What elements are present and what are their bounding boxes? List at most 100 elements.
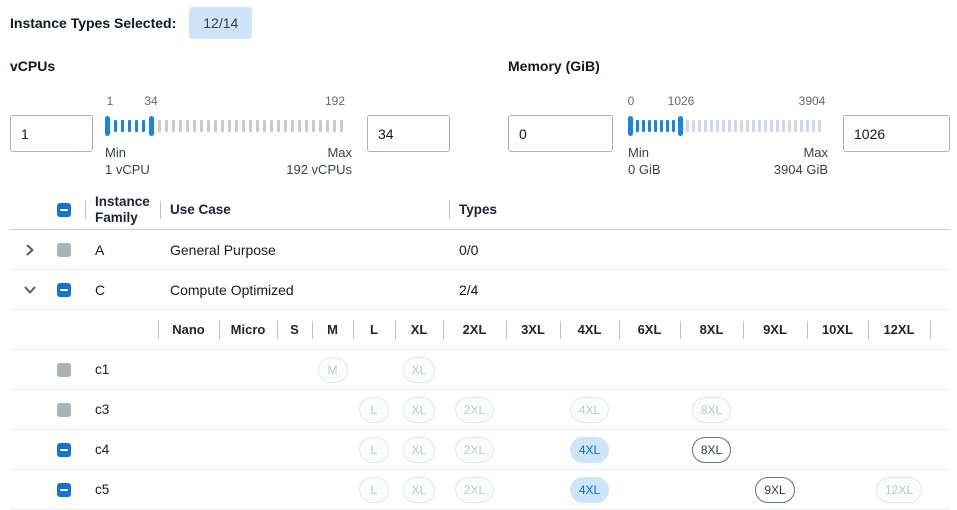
- size-cell-c3-xl: XL: [395, 390, 443, 429]
- memory-slider-handle-max[interactable]: [678, 116, 683, 136]
- vcpus-slider-tick: [277, 120, 280, 132]
- vcpus-minmax: Min 1 vCPU Max 192 vCPUs: [105, 144, 352, 178]
- size-cell-c3-6xl: [619, 390, 680, 429]
- selected-count-bar: Instance Types Selected: 12/14: [10, 7, 253, 39]
- size-column-header-10xl: 10XL: [807, 310, 868, 349]
- size-pill-c4-4xl[interactable]: 4XL: [569, 436, 610, 463]
- size-column-header-l: L: [353, 310, 395, 349]
- size-column-header-xl: XL: [395, 310, 443, 349]
- size-column-header-12xl: 12XL: [868, 310, 930, 349]
- size-cell-c4-s: [277, 430, 312, 469]
- size-column-header-2xl: 2XL: [443, 310, 506, 349]
- family-a-checkbox: [57, 242, 71, 257]
- size-pill-c3-4xl: 4XL: [569, 396, 610, 423]
- memory-slider-tick: [728, 120, 731, 132]
- header-instance-family: Instance Family: [85, 194, 160, 226]
- memory-slider-tick: [770, 120, 773, 132]
- memory-slider-tick: [704, 120, 707, 132]
- size-column-header-m: M: [312, 310, 353, 349]
- chevron-right-icon: [26, 244, 34, 255]
- size-pill-c4-8xl[interactable]: 8XL: [691, 436, 732, 463]
- memory-slider-tick: [800, 120, 803, 132]
- vcpus-slider-tick: [242, 120, 245, 132]
- size-pill-c5-9xl[interactable]: 9XL: [755, 476, 795, 503]
- vcpus-slider-tick: [121, 120, 124, 132]
- memory-max-value: 3904 GiB: [773, 162, 828, 177]
- size-cell-c4-2xl: 2XL: [443, 430, 506, 469]
- vcpus-slider-tick: [291, 120, 294, 132]
- size-cell-c3-nano: [158, 390, 219, 429]
- size-cell-c1-12xl: [868, 350, 930, 389]
- size-column-label: 6XL: [637, 322, 662, 337]
- memory-slider-tick: [788, 120, 791, 132]
- table-header-row: Instance Family Use Case Types: [10, 191, 950, 230]
- vcpus-slider-tick: [340, 120, 343, 132]
- size-cell-c5-m: [312, 470, 353, 509]
- vcpus-from-input[interactable]: [10, 115, 93, 152]
- expand-toggle-c[interactable]: [10, 282, 48, 298]
- size-cell-c3-9xl: [743, 390, 807, 429]
- size-pill-c1-xl: XL: [402, 356, 436, 383]
- vcpus-slider-tick: [256, 120, 259, 132]
- size-cell-c5-12xl: 12XL: [868, 470, 930, 509]
- size-pill-c5-2xl: 2XL: [454, 476, 495, 503]
- selected-count-label: Instance Types Selected:: [10, 15, 177, 31]
- size-column-label: Micro: [230, 322, 266, 337]
- instance-c5-checkbox[interactable]: [57, 482, 71, 497]
- vcpus-max-value: 192 vCPUs: [286, 162, 352, 177]
- vcpus-slider-tick: [312, 120, 315, 132]
- expand-toggle-a[interactable]: [10, 242, 48, 258]
- memory-slider-tick: [710, 120, 713, 132]
- instance-name: c1: [95, 362, 110, 377]
- vcpus-slider-tick: [200, 120, 203, 132]
- vcpus-slider-tick: [165, 120, 168, 132]
- select-all-checkbox[interactable]: [57, 203, 71, 217]
- size-cell-c1-micro: [219, 350, 277, 389]
- vcpus-slider-handle-min[interactable]: [105, 116, 110, 136]
- vcpus-slider-tick: [114, 120, 117, 132]
- header-types: Types: [449, 202, 950, 218]
- size-pill-c5-12xl: 12XL: [875, 476, 923, 503]
- family-name: A: [95, 241, 105, 258]
- vcpus-to-input[interactable]: [367, 115, 450, 152]
- size-cell-c5-4xl: 4XL: [560, 470, 619, 509]
- family-types-count: 0/0: [459, 241, 479, 258]
- instance-c4-checkbox[interactable]: [57, 442, 71, 457]
- size-cell-c3-m: [312, 390, 353, 429]
- chevron-down-icon: [24, 286, 36, 293]
- size-cell-c4-micro: [219, 430, 277, 469]
- size-cell-c5-s: [277, 470, 312, 509]
- size-cell-c5-3xl: [506, 470, 560, 509]
- vcpus-scale-label: 1: [106, 94, 114, 108]
- size-cell-c5-9xl: 9XL: [743, 470, 807, 509]
- vcpus-slider-tick: [305, 120, 308, 132]
- size-pill-c5-4xl[interactable]: 4XL: [569, 476, 610, 503]
- vcpus-slider-handle-max[interactable]: [149, 116, 154, 136]
- size-cell-c3-s: [277, 390, 312, 429]
- memory-slider-tick: [636, 120, 639, 132]
- vcpus-range-slider[interactable]: 1 34 192: [105, 94, 355, 156]
- memory-slider-tick: [740, 120, 743, 132]
- size-cell-c4-xl: XL: [395, 430, 443, 469]
- family-c-checkbox[interactable]: [57, 282, 71, 297]
- vcpus-slider-tick: [135, 120, 138, 132]
- size-cell-c3-10xl: [807, 390, 868, 429]
- size-cell-c5-2xl: 2XL: [443, 470, 506, 509]
- memory-from-input[interactable]: [508, 115, 613, 152]
- vcpus-slider-tick: [263, 120, 266, 132]
- vcpus-min-value: 1 vCPU: [105, 162, 150, 177]
- vcpus-slider-tick: [221, 120, 224, 132]
- size-pill-c3-l: L: [359, 396, 389, 423]
- size-cell-c4-nano: [158, 430, 219, 469]
- memory-slider-tick: [686, 120, 689, 132]
- memory-range-slider[interactable]: 0 1026 3904: [628, 94, 828, 156]
- memory-slider-tick: [764, 120, 767, 132]
- size-column-label: M: [327, 322, 338, 337]
- size-column-label: 10XL: [821, 322, 854, 337]
- memory-to-input[interactable]: [843, 115, 950, 152]
- size-pill-c3-8xl: 8XL: [691, 396, 732, 423]
- vcpus-slider-tick: [186, 120, 189, 132]
- memory-slider-handle-min[interactable]: [628, 116, 633, 136]
- vcpus-slider-tick: [214, 120, 217, 132]
- size-cell-c1-nano: [158, 350, 219, 389]
